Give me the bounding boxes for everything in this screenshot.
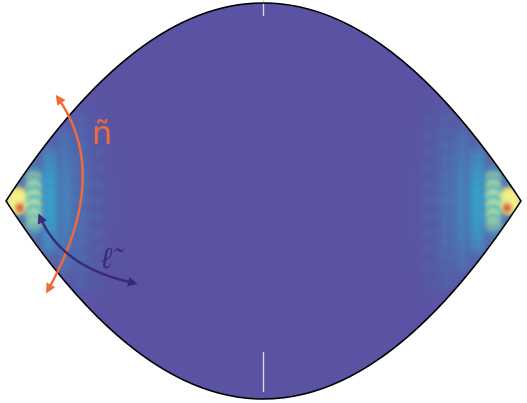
mode-blob: [90, 277, 106, 289]
mode-blob: [90, 146, 106, 158]
mode-blob: [437, 112, 453, 125]
mode-blob: [421, 228, 437, 239]
mode-blob: [437, 126, 453, 138]
mode-blob: [74, 112, 90, 125]
mode-blob: [421, 130, 437, 141]
mode-blob: [90, 114, 106, 125]
mode-blob: [453, 217, 469, 229]
mode-blob-red: [503, 204, 511, 213]
mode-blob: [58, 173, 74, 185]
mode-blob: [90, 228, 106, 239]
mode-blob: [58, 195, 74, 207]
mode-blob: [453, 140, 469, 152]
mode-blob: [484, 222, 502, 237]
mode-blob: [453, 206, 469, 218]
mode-blob: [421, 244, 437, 256]
mode-blob: [90, 130, 106, 141]
mode-blob: [437, 167, 453, 180]
mode-blob: [58, 162, 74, 174]
mode-blob: [421, 261, 437, 272]
mode-blob: [453, 129, 469, 141]
mode-blob: [41, 242, 59, 256]
n-label: ñ: [92, 114, 112, 152]
mode-blob: [437, 278, 453, 290]
mode-blob: [437, 264, 453, 276]
mode-blob: [421, 146, 437, 158]
mode-blob: [437, 222, 453, 235]
mode-blob: [74, 278, 90, 290]
mode-blob: [74, 140, 90, 152]
mode-blob: [453, 162, 469, 174]
mode-blob: [58, 206, 74, 218]
mode-blob: [453, 228, 469, 240]
mode-blob: [437, 250, 453, 262]
mode-blob: [453, 151, 469, 163]
mode-blob: [90, 195, 106, 207]
mode-blob: [421, 195, 437, 207]
mode-blob: [58, 140, 74, 152]
mode-blob: [58, 151, 74, 163]
mode-blob: [90, 163, 106, 174]
mode-blob: [468, 242, 486, 256]
mode-blob: [437, 153, 453, 166]
mode-blob: [421, 277, 437, 289]
mode-blob: [58, 184, 74, 196]
mode-blob: [453, 195, 469, 207]
mode-blob: [90, 212, 106, 223]
right-mode-pattern: [421, 112, 518, 290]
mode-blob: [437, 236, 453, 249]
mode-blob: [421, 212, 437, 223]
mode-blob: [421, 179, 437, 190]
mode-blob: [437, 209, 453, 221]
mode-blob: [58, 217, 74, 229]
mode-blob: [453, 261, 469, 273]
mode-blob: [453, 173, 469, 185]
mode-blob-red: [16, 204, 24, 213]
mode-blob: [74, 236, 90, 249]
mode-blob: [437, 140, 453, 152]
mode-blob: [453, 184, 469, 196]
ell-arrow-icon: [37, 213, 138, 287]
mode-blob: [437, 181, 453, 193]
mode-blob: [421, 114, 437, 125]
mode-blob: [90, 179, 106, 190]
mode-blob: [453, 239, 469, 251]
lens-outline: [5, 2, 522, 400]
mode-blob: [437, 195, 453, 207]
mode-blob: [58, 129, 74, 141]
mode-blob: [74, 126, 90, 138]
mode-blob: [421, 163, 437, 174]
mode-blob: [453, 250, 469, 262]
